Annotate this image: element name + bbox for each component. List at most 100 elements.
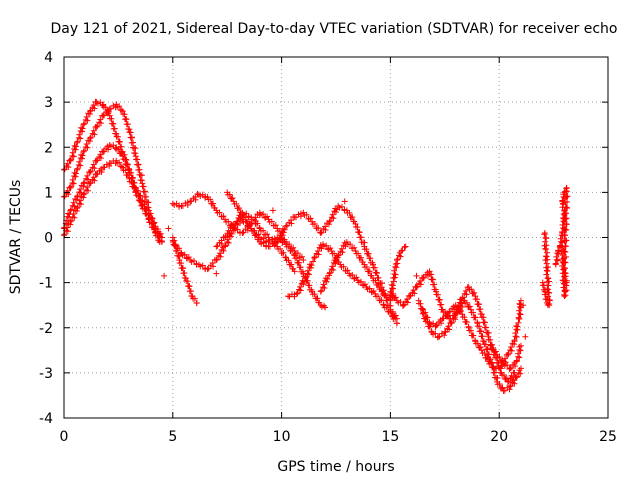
data-point-track-k (398, 248, 405, 255)
data-point-track-j (307, 264, 314, 271)
data-point-track-j (370, 287, 377, 294)
data-point-track-i (311, 291, 318, 298)
data-point-track-h (311, 221, 318, 228)
data-point-track-q (560, 266, 567, 273)
data-point-track-l (471, 289, 478, 296)
data-point-track-j (305, 271, 312, 278)
data-point-track-b (123, 121, 130, 128)
data-point-track-f (209, 260, 216, 267)
data-point-track-q (559, 262, 566, 269)
data-point-track-i (305, 282, 312, 289)
data-point-track-b (69, 176, 76, 183)
data-point-track-b (127, 129, 134, 136)
y-axis-title: SDTVAR / TECUs (8, 180, 24, 295)
data-point-track-l (400, 302, 407, 309)
data-point-track-j (297, 287, 304, 294)
data-point-track-m (513, 374, 520, 381)
data-point-track-j (293, 290, 300, 297)
data-point-track-n (513, 333, 520, 340)
data-point-track-n (514, 323, 521, 330)
data-point-track-o (508, 364, 515, 371)
grid (64, 57, 608, 418)
data-point-track-l (480, 314, 487, 321)
data-point-track-l (420, 274, 427, 281)
data-point-track-p (546, 289, 553, 296)
data-point-track-c (68, 206, 75, 213)
data-point-track-q (560, 266, 567, 273)
data-point-track-k (317, 288, 324, 295)
data-point-track-b (116, 103, 123, 110)
data-point-track-k (387, 296, 394, 303)
data-point-track-h (332, 209, 339, 216)
data-point-track-p (543, 271, 550, 278)
data-point-track-p (544, 279, 551, 286)
data-point-track-m (441, 332, 448, 339)
data-point-track-e (216, 209, 223, 216)
data-point-outliers (520, 302, 527, 309)
data-point-track-j (300, 281, 307, 288)
axis-ticks (63, 56, 609, 419)
data-point-track-p (545, 300, 552, 307)
data-point-track-o (515, 350, 522, 357)
data-point-track-m (442, 328, 449, 335)
data-point-track-c (70, 199, 77, 206)
data-point-track-k (329, 263, 336, 270)
data-point-track-a (78, 124, 85, 131)
y-tick-label: -4 (39, 411, 53, 427)
data-point-track-p (542, 257, 549, 264)
data-point-track-h (218, 237, 225, 244)
data-point-track-j (307, 261, 314, 268)
data-point-track-j (378, 297, 385, 304)
data-point-track-j (308, 262, 315, 269)
data-point-track-e (290, 244, 297, 251)
data-point-track-q (563, 221, 570, 228)
data-point-track-c (65, 210, 72, 217)
data-point-track-m (451, 312, 458, 319)
data-point-track-n (440, 315, 447, 322)
data-point-track-q (560, 277, 567, 284)
data-point-track-q (559, 252, 566, 259)
data-point-track-k (392, 263, 399, 270)
data-point-track-n (477, 344, 484, 351)
data-point-track-h (226, 231, 233, 238)
data-point-track-l (508, 372, 515, 379)
data-point-track-c (77, 186, 84, 193)
data-point-track-h (325, 221, 332, 228)
data-point-track-j (311, 254, 318, 261)
data-point-track-d (74, 205, 81, 212)
data-point-track-p (544, 249, 551, 256)
data-point-track-m (441, 329, 448, 336)
data-point-track-h (213, 243, 220, 250)
data-point-track-i (277, 235, 284, 242)
data-point-track-i (289, 247, 296, 254)
data-point-track-i (251, 227, 258, 234)
data-point-track-c (124, 161, 131, 168)
data-point-track-a (71, 142, 78, 149)
data-point-track-c (90, 161, 97, 168)
data-point-track-j (383, 304, 390, 311)
data-point-track-m (511, 380, 518, 387)
data-point-track-k (391, 267, 398, 274)
data-point-track-f (204, 266, 211, 273)
data-point-track-m (490, 369, 497, 376)
data-point-track-l (406, 293, 413, 300)
data-point-track-p (545, 293, 552, 300)
data-point-track-m (489, 359, 496, 366)
data-point-track-k (393, 257, 400, 264)
data-point-track-d (81, 190, 88, 197)
data-point-track-l (399, 302, 406, 309)
data-point-track-l (417, 278, 424, 285)
data-point-track-d (84, 187, 91, 194)
data-point-track-m (478, 333, 485, 340)
data-point-track-e (207, 196, 214, 203)
y-tick-labels: -4 -3 -2 -1 0 1 2 3 4 (39, 50, 53, 427)
data-point-track-k (389, 282, 396, 289)
data-point-track-p (544, 268, 551, 275)
data-point-track-o (490, 344, 497, 351)
data-point-track-j (311, 254, 318, 261)
data-point-track-b (87, 135, 94, 142)
data-point-track-i (244, 218, 251, 225)
data-point-track-m (458, 300, 465, 307)
data-point-track-h (357, 234, 364, 241)
